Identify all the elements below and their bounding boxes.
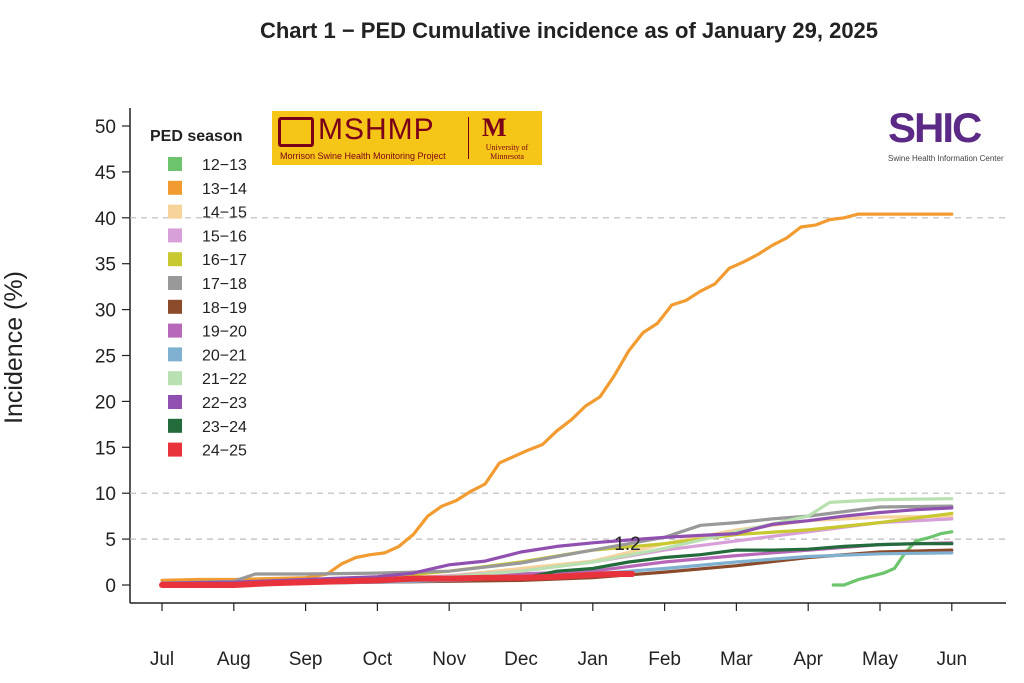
x-tick-label: Aug <box>217 649 251 670</box>
x-tick-label: Jan <box>577 649 608 670</box>
legend-swatch <box>168 371 182 386</box>
chart-title: Chart 1 − PED Cumulative incidence as of… <box>259 18 879 43</box>
legend-swatch <box>168 395 182 409</box>
y-tick-label: 40 <box>95 209 116 230</box>
legend-swatch <box>168 442 182 457</box>
x-tick-label: May <box>862 649 898 670</box>
legend-entry: 24−25 <box>202 443 247 460</box>
legend-swatch <box>168 204 182 219</box>
legend-swatch <box>168 228 182 243</box>
legend-entry: 17−18 <box>202 276 247 293</box>
legend-entry: 20−21 <box>202 347 247 364</box>
y-tick-label: 20 <box>95 392 116 413</box>
y-tick-label: 0 <box>105 576 116 597</box>
y-tick-label: 30 <box>95 301 116 322</box>
legend-entry: 21−22 <box>202 371 247 388</box>
y-tick-label: 15 <box>95 438 116 459</box>
y-axis-label: Incidence (%) <box>0 271 28 424</box>
logo-divider <box>468 117 469 159</box>
mshmp-logo-subtitle: Morrison Swine Health Monitoring Project <box>280 151 446 161</box>
y-tick-label: 5 <box>105 530 116 551</box>
shic-logo-subtitle: Swine Health Information Center <box>888 154 1004 163</box>
y-tick-label: 50 <box>95 117 116 138</box>
legend-entry: 15−16 <box>202 228 247 245</box>
annotation-label: 1.2 <box>614 534 640 555</box>
legend-swatch <box>168 157 182 171</box>
x-tick-label: Jun <box>936 649 967 670</box>
y-tick-label: 45 <box>95 163 116 184</box>
monitor-icon <box>278 117 314 147</box>
mshmp-logo-text: MSHMP <box>318 113 435 146</box>
legend-swatch <box>168 299 182 314</box>
x-tick-label: Sep <box>289 649 323 670</box>
x-tick-label: Nov <box>432 649 466 670</box>
series-line <box>831 530 954 587</box>
mshmp-logo: MSHMP Morrison Swine Health Monitoring P… <box>272 111 542 165</box>
legend-entry: 16−17 <box>202 252 247 269</box>
legend-swatch <box>168 276 182 290</box>
legend-entry: 19−20 <box>202 324 247 341</box>
legend-swatch <box>168 323 182 338</box>
umn-logo-text: University of Minnesota <box>485 143 529 161</box>
legend-swatch <box>168 252 182 267</box>
series-line <box>160 504 954 585</box>
legend-entry: 12−13 <box>202 157 247 174</box>
legend-swatch <box>168 180 182 195</box>
legend-entry: 18−19 <box>202 300 247 317</box>
x-tick-label: Mar <box>720 649 753 670</box>
x-tick-label: Feb <box>648 649 681 670</box>
x-tick-label: Dec <box>504 649 538 670</box>
legend-entry: 23−24 <box>202 419 247 436</box>
x-tick-label: Jul <box>150 649 174 670</box>
legend-swatch <box>168 347 182 362</box>
legend-entry: 14−15 <box>202 205 247 222</box>
x-tick-label: Oct <box>363 649 393 670</box>
y-tick-label: 10 <box>95 484 116 505</box>
legend-swatch <box>168 418 182 433</box>
series-line <box>160 506 954 585</box>
legend-title: PED season <box>150 128 242 145</box>
y-tick-label: 35 <box>95 255 116 276</box>
shic-logo: SHIC Swine Health Information Center <box>884 104 1004 168</box>
x-tick-label: Apr <box>793 649 823 670</box>
umn-m-icon: M <box>482 113 507 142</box>
series-line <box>159 571 636 588</box>
legend-entry: 13−14 <box>202 181 247 198</box>
legend-entry: 22−23 <box>202 395 247 412</box>
y-tick-label: 25 <box>95 347 116 368</box>
shic-logo-text: SHIC <box>888 104 982 151</box>
series-line <box>160 212 954 583</box>
